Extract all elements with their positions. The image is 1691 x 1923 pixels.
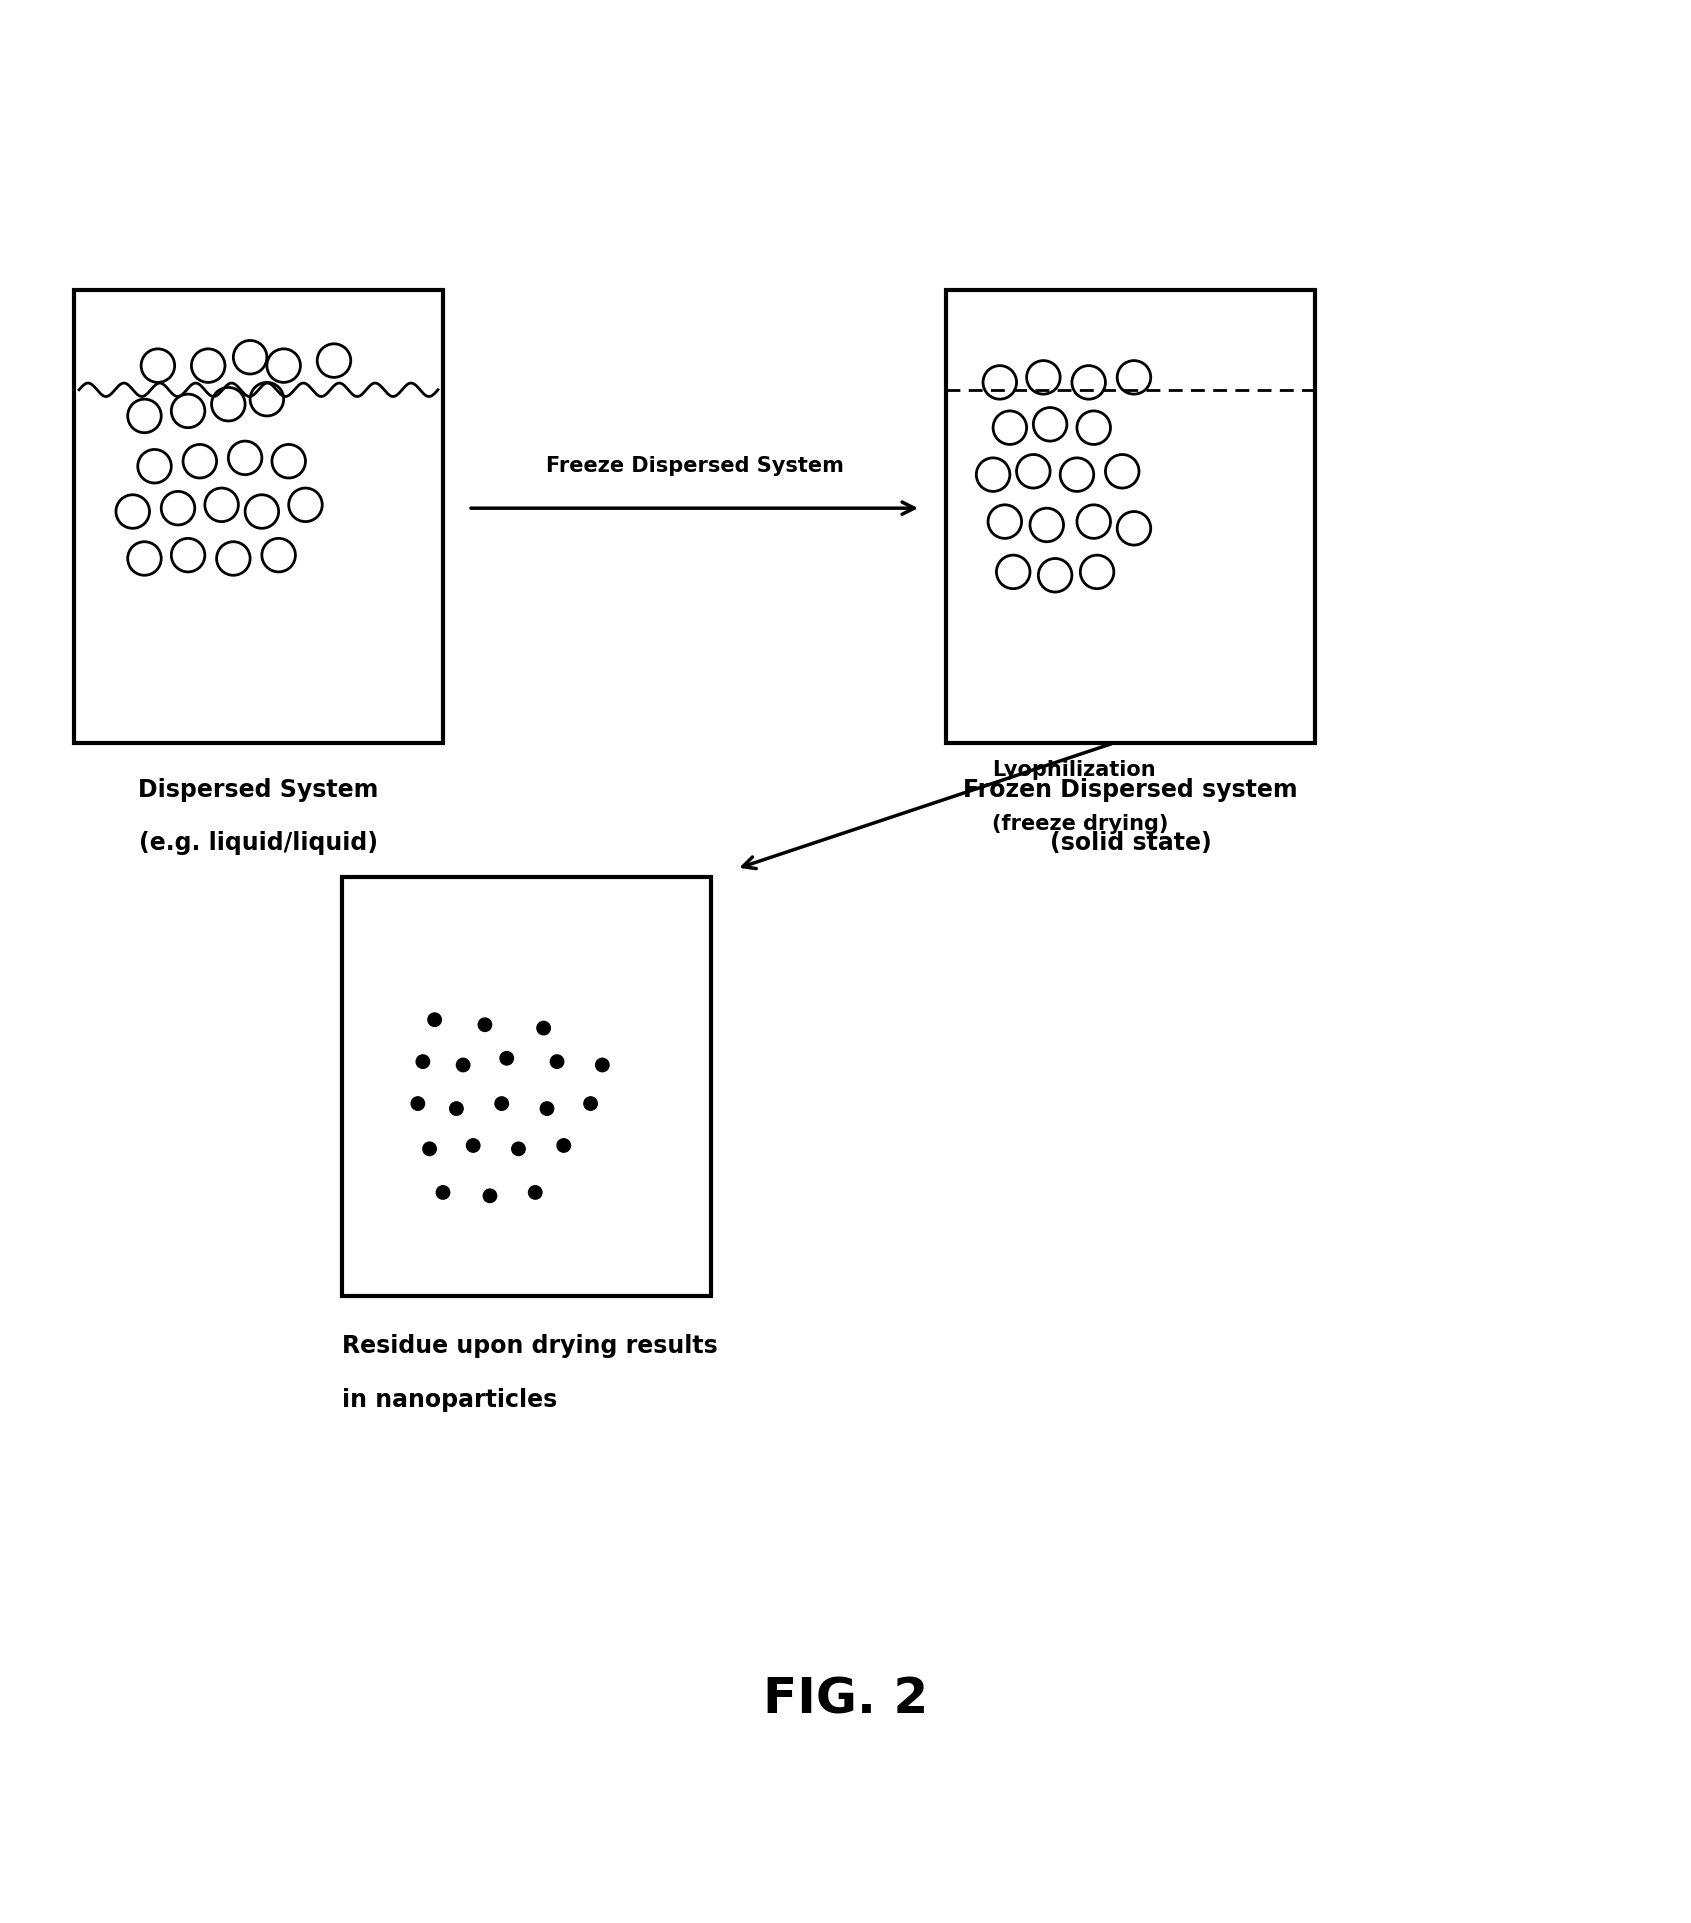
Text: (freeze drying): (freeze drying) [993,813,1168,833]
Circle shape [501,1052,514,1065]
Circle shape [436,1186,450,1200]
Circle shape [550,1056,563,1069]
Bar [342,877,712,1296]
Bar [947,290,1316,744]
Text: Dispersed System: Dispersed System [139,777,379,802]
Circle shape [484,1190,497,1204]
Text: Frozen Dispersed system: Frozen Dispersed system [964,777,1299,802]
Text: Freeze Dispersed System: Freeze Dispersed System [546,456,844,475]
Text: Residue upon drying results: Residue upon drying results [342,1335,719,1358]
Circle shape [595,1060,609,1073]
Circle shape [529,1186,541,1200]
Circle shape [479,1019,492,1033]
Circle shape [539,1102,553,1115]
Text: Lyophilization: Lyophilization [993,760,1157,779]
Circle shape [538,1021,550,1035]
Circle shape [512,1142,526,1156]
Circle shape [411,1098,424,1111]
Circle shape [457,1060,470,1073]
Circle shape [416,1056,430,1069]
Circle shape [423,1142,436,1156]
Circle shape [467,1138,480,1152]
Circle shape [556,1138,570,1152]
Bar [74,290,443,744]
Text: in nanoparticles: in nanoparticles [342,1386,558,1411]
Text: FIG. 2: FIG. 2 [763,1675,928,1723]
Text: (solid state): (solid state) [1050,831,1211,854]
Circle shape [428,1013,441,1027]
Circle shape [583,1098,597,1111]
Circle shape [495,1098,509,1111]
Circle shape [450,1102,463,1115]
Text: (e.g. liquid/liquid): (e.g. liquid/liquid) [139,831,379,854]
